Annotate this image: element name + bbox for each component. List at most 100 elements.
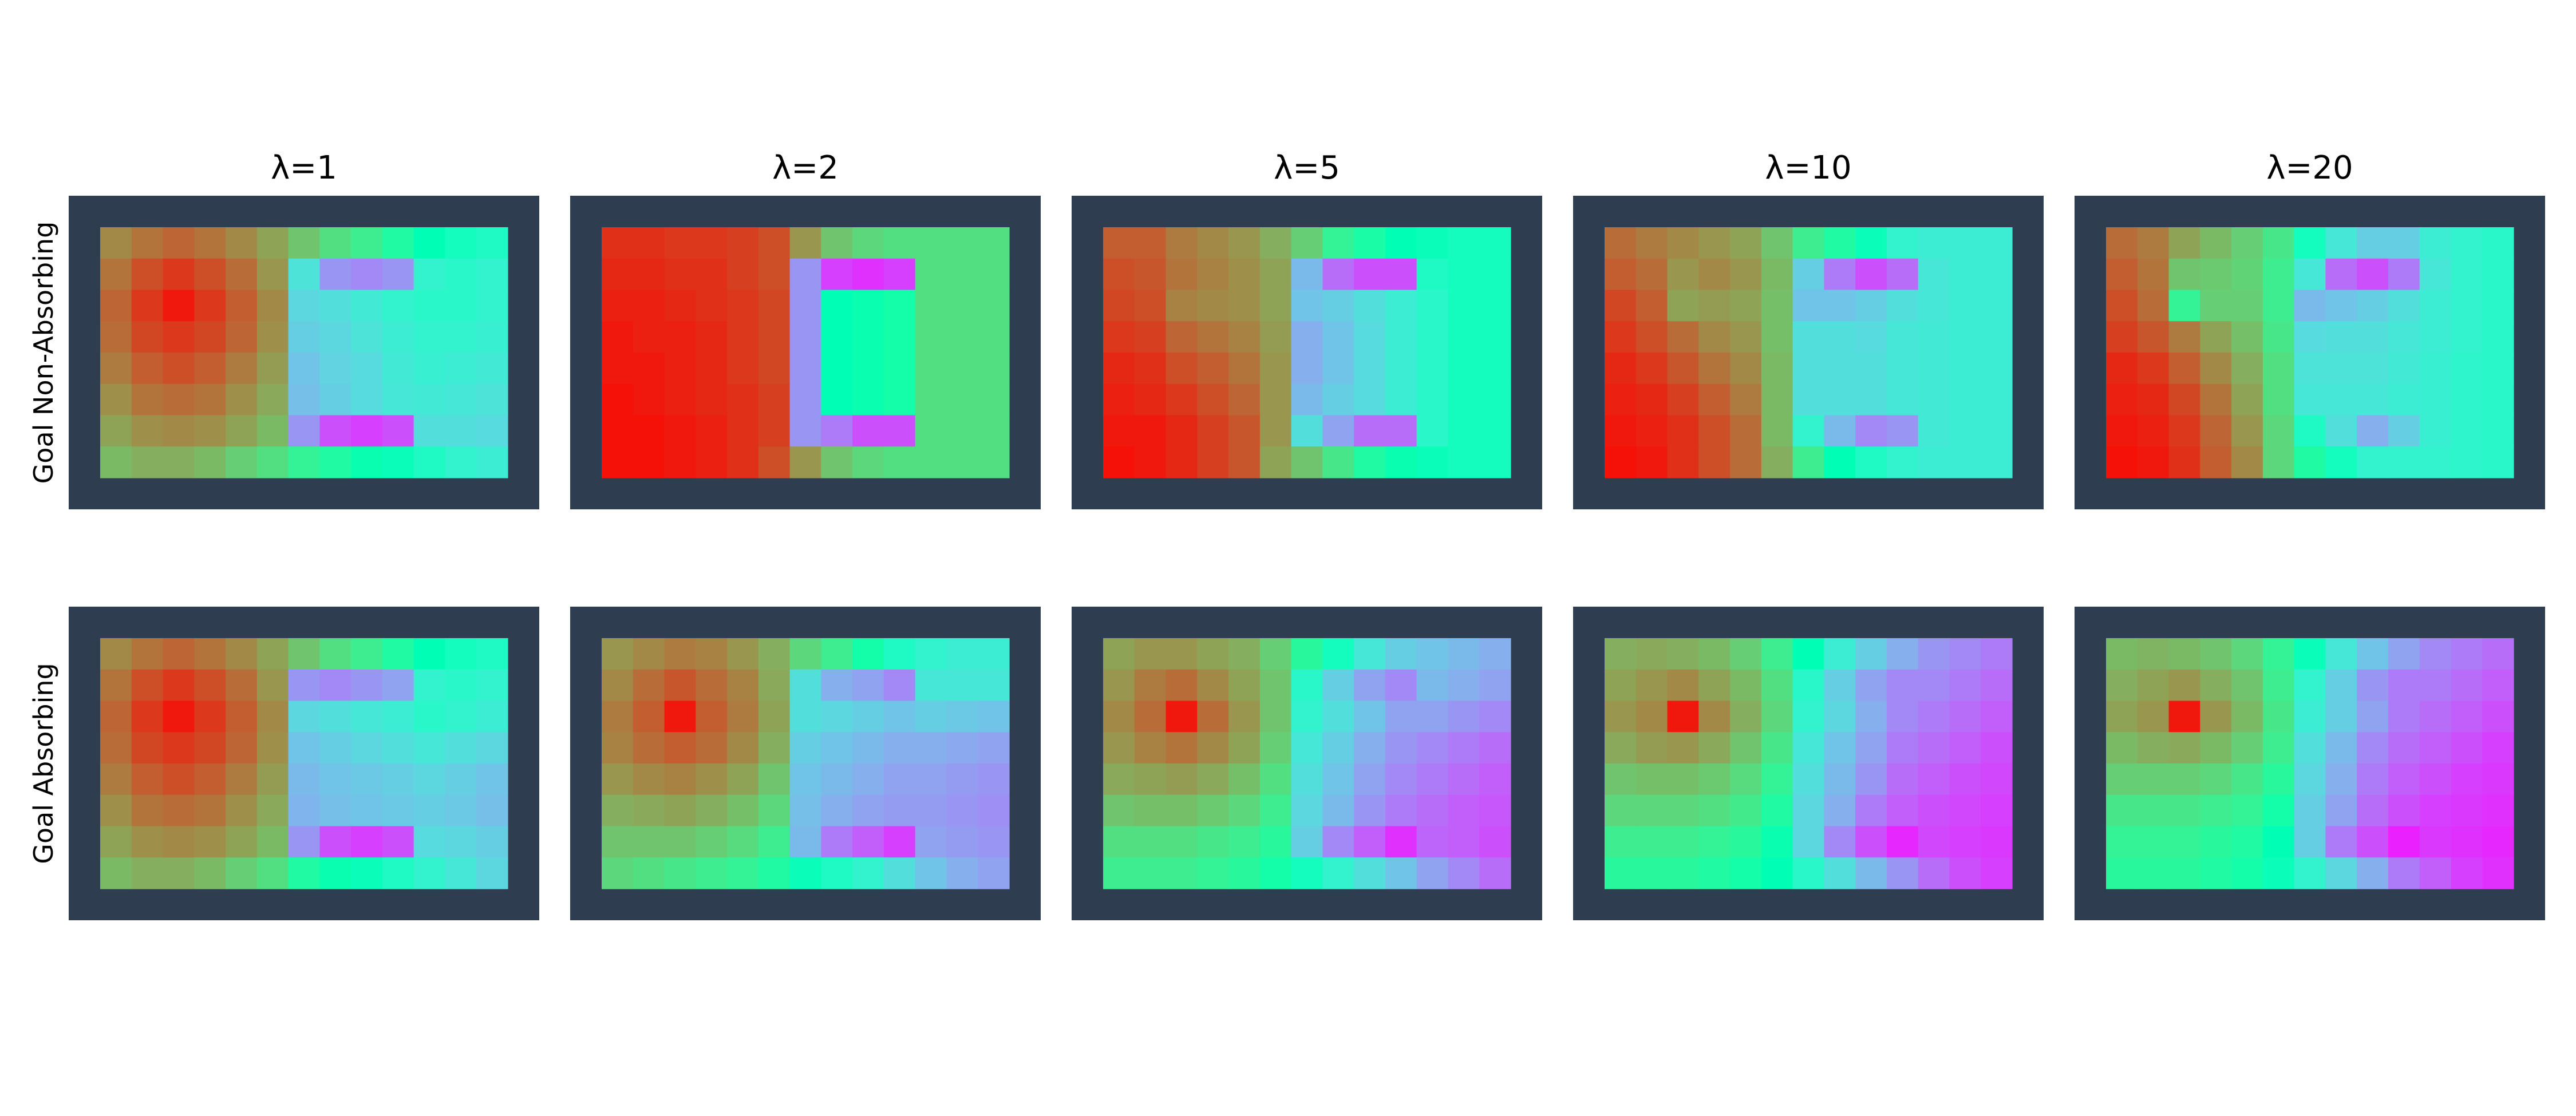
heat-cell — [1354, 826, 1386, 858]
heat-cell — [664, 669, 696, 702]
heat-cell — [1259, 638, 1292, 670]
heat-cell — [1416, 258, 1449, 291]
heat-cell — [1730, 732, 1762, 764]
heat-cell — [1479, 669, 1511, 702]
heat-cell — [319, 353, 351, 385]
heat-cell — [2325, 446, 2357, 478]
heat-cell — [1855, 857, 1887, 889]
heat-cell — [852, 321, 884, 353]
heat-cell — [319, 638, 351, 670]
heat-cell — [382, 415, 414, 447]
heat-cell — [2451, 857, 2483, 889]
heat-cell — [1165, 732, 1198, 764]
heat-cell — [131, 383, 164, 416]
heat-cell — [194, 732, 226, 764]
heat-cell — [946, 227, 978, 259]
heat-cell — [319, 415, 351, 447]
heat-cell — [883, 227, 916, 259]
heat-cell — [131, 227, 164, 259]
heat-cell — [2388, 383, 2420, 416]
heat-cell — [1416, 794, 1449, 827]
heat-cell — [382, 321, 414, 353]
heat-cell — [1886, 258, 1919, 291]
heat-cell — [1824, 669, 1856, 702]
heat-cell — [2231, 415, 2263, 447]
heat-cell — [1949, 290, 1981, 322]
column-title-2: λ=2 — [772, 149, 839, 187]
heat-cell — [758, 732, 791, 764]
heat-cell — [2231, 701, 2263, 733]
heat-cell — [789, 763, 821, 796]
heat-cell — [1886, 227, 1919, 259]
heat-cell — [100, 857, 132, 889]
heat-cell — [883, 638, 916, 670]
heat-cell — [226, 415, 258, 447]
heat-cell — [1698, 826, 1730, 858]
heat-cell — [413, 669, 446, 702]
heat-cell — [946, 415, 978, 447]
heat-cell — [2106, 415, 2138, 447]
heat-cell — [413, 227, 446, 259]
heat-cell — [413, 701, 446, 733]
heat-cell — [696, 258, 728, 291]
heat-cell — [2168, 732, 2200, 764]
row-label-1: Goal Non-Absorbing — [28, 221, 59, 484]
heat-cell — [1479, 794, 1511, 827]
heat-cell — [2357, 732, 2389, 764]
heat-cell — [194, 669, 226, 702]
heat-cell — [602, 227, 634, 259]
heat-cell — [445, 415, 477, 447]
heat-cell — [226, 353, 258, 385]
heat-cell — [789, 353, 821, 385]
heat-cell — [1635, 794, 1668, 827]
heat-cell — [1259, 794, 1292, 827]
heat-cell — [758, 446, 791, 478]
heat-cell — [1448, 227, 1480, 259]
heat-cell — [351, 638, 383, 670]
heat-cell — [2106, 826, 2138, 858]
heat-cell — [633, 826, 665, 858]
heat-cell — [978, 857, 1010, 889]
heat-cell — [1918, 763, 1950, 796]
heat-cell — [2137, 857, 2170, 889]
heat-cell — [633, 321, 665, 353]
heat-cell — [633, 227, 665, 259]
heat-cell — [1667, 763, 1699, 796]
heat-cell — [633, 290, 665, 322]
heat-cell — [821, 732, 853, 764]
heat-cell — [1824, 290, 1856, 322]
heat-cell — [852, 415, 884, 447]
heat-cell — [2262, 353, 2295, 385]
heat-cell — [256, 321, 289, 353]
heat-cell — [413, 321, 446, 353]
heat-cell — [1134, 794, 1167, 827]
heat-cell — [727, 446, 759, 478]
heat-cell — [1448, 383, 1480, 416]
heat-cell — [664, 321, 696, 353]
heat-cell — [2168, 763, 2200, 796]
heat-cell — [2451, 415, 2483, 447]
heat-cell — [2168, 669, 2200, 702]
heat-cell — [602, 415, 634, 447]
heat-cell — [821, 321, 853, 353]
heat-cell — [319, 701, 351, 733]
heat-cell — [2200, 794, 2232, 827]
heat-cell — [915, 826, 947, 858]
heat-cell — [1103, 763, 1135, 796]
heat-cell — [1322, 227, 1354, 259]
heat-cell — [1134, 415, 1167, 447]
heat-cell — [413, 446, 446, 478]
heat-cell — [1259, 227, 1292, 259]
heat-cell — [2137, 701, 2170, 733]
heat-cell — [382, 446, 414, 478]
heat-cell — [256, 701, 289, 733]
heat-cell — [2325, 290, 2357, 322]
heat-cell — [978, 446, 1010, 478]
heat-cell — [351, 446, 383, 478]
heat-cell — [1698, 415, 1730, 447]
heat-cell — [1855, 321, 1887, 353]
heat-cell — [2294, 669, 2326, 702]
heat-cell — [194, 227, 226, 259]
heat-cell — [1385, 321, 1417, 353]
heat-cell — [1918, 701, 1950, 733]
